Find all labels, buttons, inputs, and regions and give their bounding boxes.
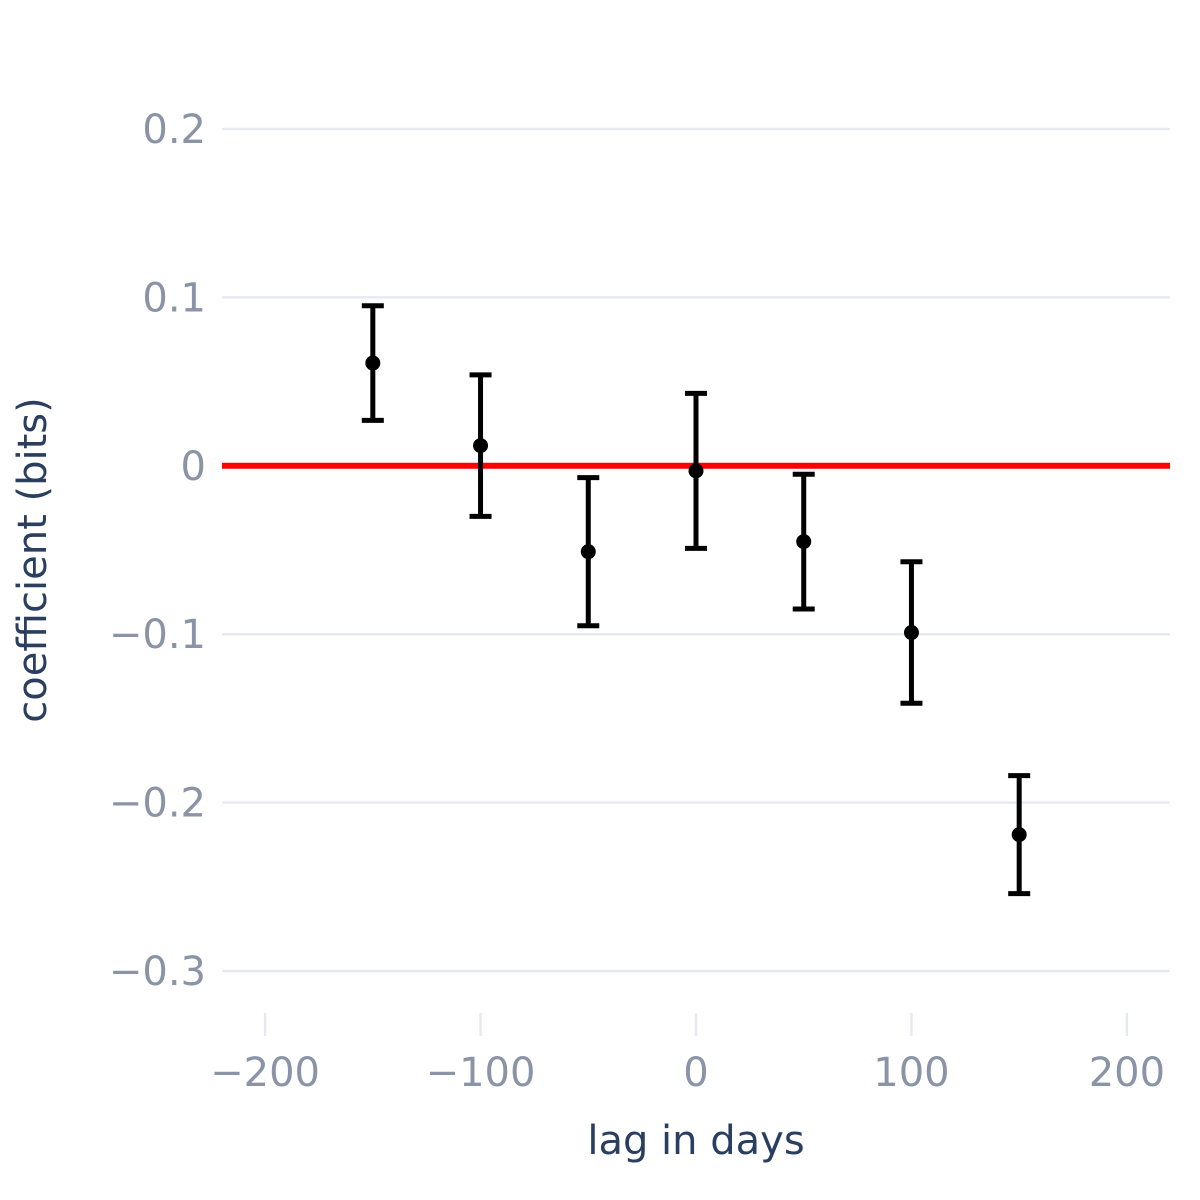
data-point bbox=[473, 438, 489, 454]
x-tick-label: −200 bbox=[210, 1050, 320, 1096]
data-point bbox=[1011, 827, 1027, 843]
x-tick-label: 0 bbox=[683, 1050, 708, 1096]
x-tick-label: 200 bbox=[1089, 1050, 1165, 1096]
y-tick-label: −0.1 bbox=[109, 612, 206, 658]
x-axis-title: lag in days bbox=[587, 1118, 804, 1164]
data-point bbox=[365, 355, 381, 371]
error-bars bbox=[361, 303, 1031, 897]
data-point bbox=[688, 463, 704, 479]
y-tick-label: −0.3 bbox=[109, 949, 206, 995]
y-tick-label: −0.2 bbox=[109, 781, 206, 827]
y-axis: −0.3 −0.2 −0.1 0 0.1 0.2 bbox=[109, 107, 206, 995]
y-tick-label: 0 bbox=[181, 444, 206, 490]
data-point bbox=[580, 544, 596, 560]
y-axis-title: coefficient (bits) bbox=[10, 397, 56, 722]
y-tick-label: 0.2 bbox=[142, 107, 206, 153]
y-tick-label: 0.1 bbox=[142, 275, 206, 321]
data-point bbox=[903, 625, 919, 641]
x-axis: −200 −100 0 100 200 bbox=[210, 1013, 1165, 1096]
x-tick-label: 100 bbox=[873, 1050, 949, 1096]
data-point bbox=[796, 534, 812, 550]
data-points bbox=[365, 355, 1027, 843]
x-tick-label: −100 bbox=[426, 1050, 536, 1096]
